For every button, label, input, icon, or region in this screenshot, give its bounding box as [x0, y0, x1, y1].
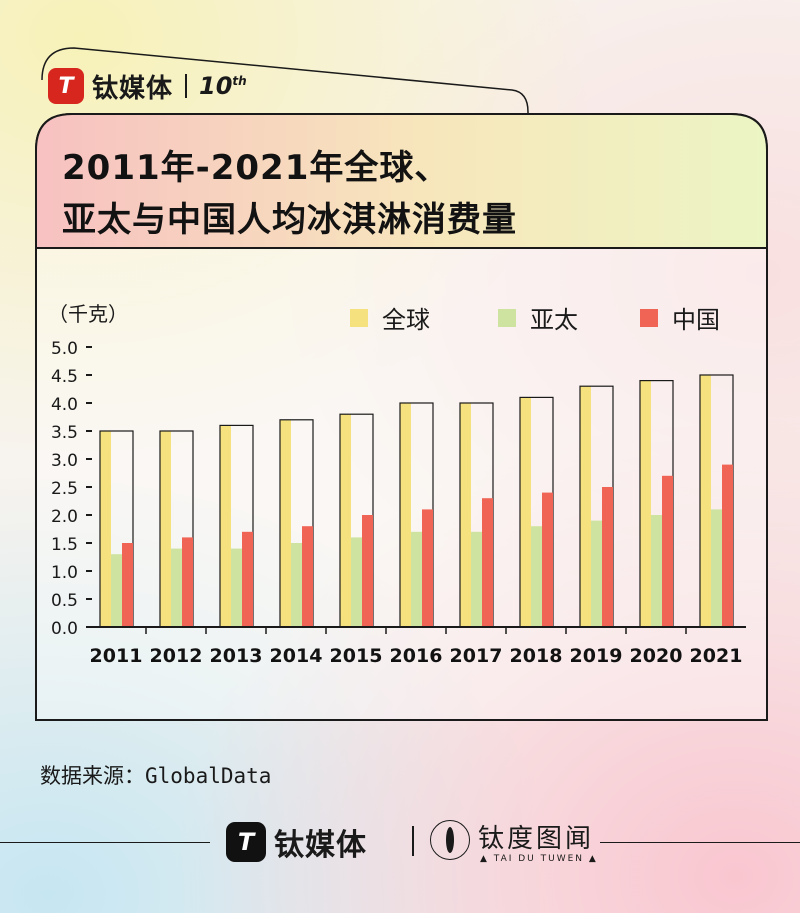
legend-swatch-china	[640, 308, 658, 327]
brand-name: 钛媒体	[92, 73, 174, 104]
bar-china	[722, 464, 733, 627]
brand-logo-top: T 钛媒体 10th	[48, 66, 247, 106]
bar-apac	[471, 531, 482, 627]
taidu-tuwen-english: ▲ TAI DU TUWEN ▲	[480, 854, 598, 864]
x-tick-label: 2015	[330, 645, 383, 667]
footer-divider	[412, 826, 414, 856]
x-tick-label: 2013	[210, 645, 263, 667]
bar-apac	[291, 543, 302, 627]
legend-label-apac: 亚太	[530, 306, 578, 334]
bar-china	[122, 543, 133, 627]
bar-apac	[711, 509, 722, 627]
tmtpost-logo-icon: T	[48, 68, 84, 104]
bar-global	[580, 386, 591, 627]
bar-china	[542, 492, 553, 627]
footer-tmtpost-logo-icon: T	[226, 822, 266, 862]
bar-apac	[171, 548, 182, 627]
footer: T 钛媒体 钛度图闻 ▲ TAI DU TUWEN ▲	[0, 812, 800, 872]
bar-china	[422, 509, 433, 627]
y-tick-label: 0.5	[51, 591, 78, 611]
y-tick-label: 5.0	[51, 339, 78, 359]
legend-item-global: 全球	[350, 300, 430, 335]
bar-apac	[111, 554, 122, 627]
x-tick-label: 2011	[90, 645, 143, 667]
title-band: 2011年-2021年全球、 亚太与中国人均冰淇淋消费量	[36, 114, 767, 248]
y-tick-label: 1.0	[51, 563, 78, 583]
chart-title-line-1: 2011年-2021年全球、	[62, 148, 450, 188]
eye-circle-icon	[430, 820, 470, 860]
y-tick-label: 4.5	[51, 367, 78, 387]
bar-global	[220, 425, 231, 627]
bar-global	[700, 375, 711, 627]
bar-global	[520, 397, 531, 627]
footer-rule-left	[0, 842, 210, 843]
footer-rule-right	[600, 842, 800, 843]
bar-global	[280, 419, 291, 627]
legend-label-china: 中国	[672, 306, 720, 334]
x-tick-label: 2019	[570, 645, 623, 667]
bar-apac	[531, 526, 542, 627]
x-tick-label: 2017	[450, 645, 503, 667]
bar-global	[160, 431, 171, 627]
x-tick-label: 2021	[690, 645, 743, 667]
y-tick-label: 4.0	[51, 395, 78, 415]
bar-china	[242, 531, 253, 627]
taidu-tuwen-name: 钛度图闻	[478, 824, 595, 854]
bar-global	[400, 403, 411, 627]
y-axis-unit: （千克）	[48, 302, 128, 326]
legend-swatch-apac	[498, 308, 516, 327]
bar-apac	[351, 537, 362, 627]
chart-title-line-2: 亚太与中国人均冰淇淋消费量	[62, 200, 517, 240]
bar-apac	[411, 531, 422, 627]
legend-swatch-global	[350, 308, 368, 327]
legend-item-china: 中国	[640, 300, 720, 335]
bar-global	[340, 414, 351, 627]
x-tick-label: 2018	[510, 645, 563, 667]
bar-china	[362, 515, 373, 627]
bar-china	[182, 537, 193, 627]
bar-apac	[651, 515, 662, 627]
data-source: 数据来源：GlobalData	[40, 764, 272, 788]
bar-global	[460, 403, 471, 627]
bar-china	[482, 498, 493, 627]
y-tick-label: 1.5	[51, 535, 78, 555]
y-tick-label: 2.0	[51, 507, 78, 527]
footer-logo: T 钛媒体	[226, 820, 367, 864]
y-tick-label: 3.0	[51, 451, 78, 471]
legend-item-apac: 亚太	[498, 300, 578, 335]
bar-global	[640, 380, 651, 627]
x-tick-label: 2016	[390, 645, 443, 667]
bar-apac	[591, 520, 602, 627]
bar-china	[602, 487, 613, 627]
y-tick-label: 2.5	[51, 479, 78, 499]
anniversary-mark: 10th	[199, 72, 247, 100]
x-tick-label: 2014	[270, 645, 323, 667]
bar-china	[302, 526, 313, 627]
bar-global	[100, 431, 111, 627]
bar-apac	[231, 548, 242, 627]
bar-china	[662, 475, 673, 627]
legend-label-global: 全球	[382, 306, 430, 334]
brand-divider	[185, 74, 188, 98]
x-tick-label: 2020	[630, 645, 683, 667]
y-tick-label: 0.0	[51, 619, 78, 639]
y-tick-label: 3.5	[51, 423, 78, 443]
x-tick-label: 2012	[150, 645, 203, 667]
footer-brand-name: 钛媒体	[274, 828, 367, 863]
